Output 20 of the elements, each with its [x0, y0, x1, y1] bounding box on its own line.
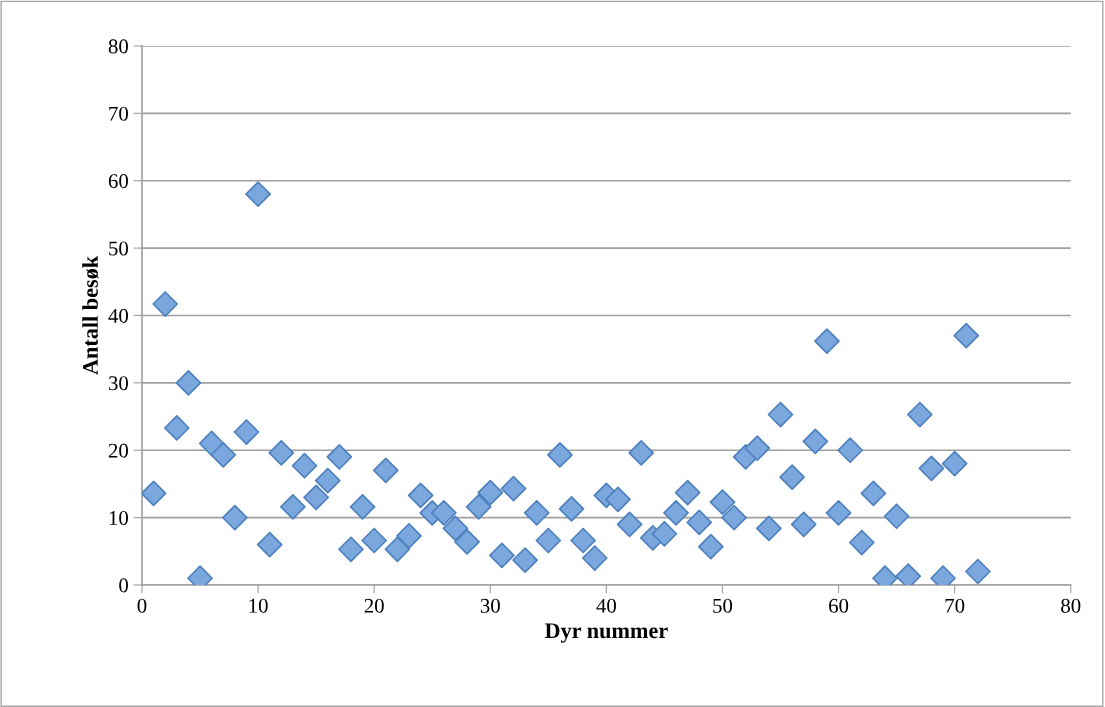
y-tick-label: 70 [109, 106, 128, 121]
y-tick-label: 10 [109, 510, 128, 526]
x-tick-label: 40 [596, 598, 616, 613]
y-tick-label: 0 [119, 578, 128, 593]
y-tick-label: 20 [108, 443, 128, 458]
x-tick-label: 50 [713, 598, 733, 613]
x-tick-label: 30 [480, 598, 500, 613]
y-tick-label: 50 [109, 241, 128, 256]
y-tick-label: 40 [108, 308, 128, 323]
x-tick-label: 80 [1061, 598, 1081, 613]
x-tick-label: 20 [364, 598, 384, 613]
x-tick-label: 0 [137, 598, 147, 613]
x-tick-label: 10 [249, 598, 268, 613]
y-tick-label: 30 [108, 376, 128, 391]
x-tick-label: 60 [829, 598, 849, 613]
y-tick-label: 60 [108, 174, 128, 189]
x-tick-label: 70 [945, 598, 965, 613]
x-axis-title: Dyr nummer [544, 623, 668, 643]
y-axis-title: Antall besøk [82, 255, 99, 375]
y-tick-label: 80 [108, 39, 128, 54]
